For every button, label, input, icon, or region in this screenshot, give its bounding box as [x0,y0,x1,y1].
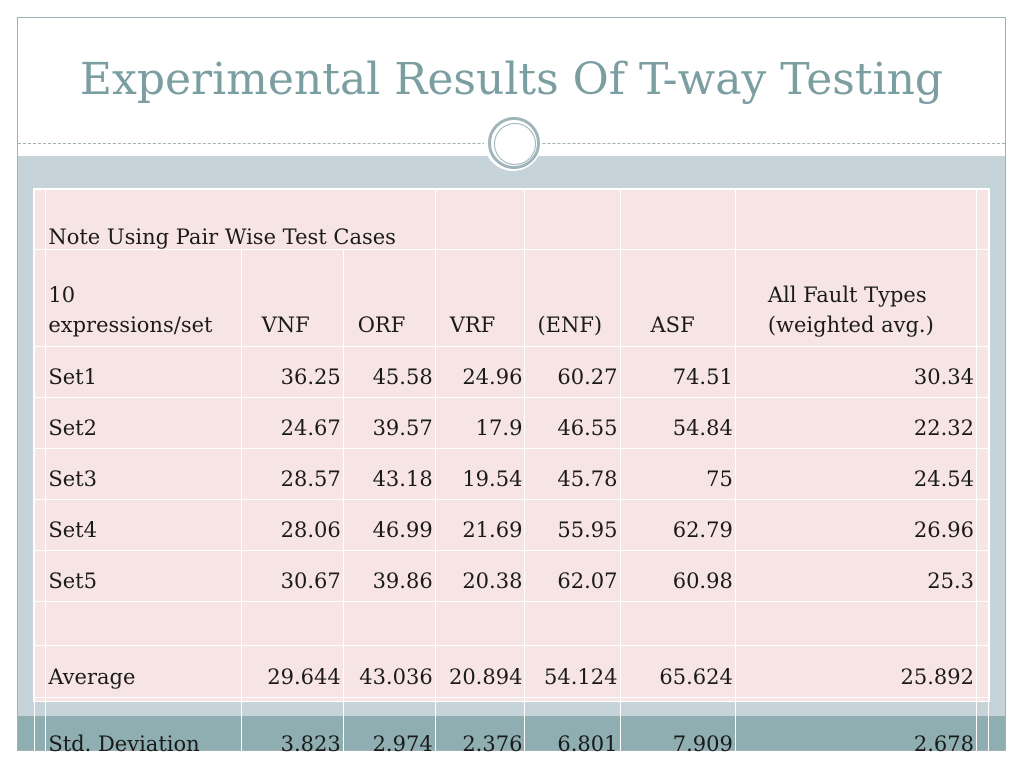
header-asf: ASF [619,249,736,347]
cell-vnf: 30.67 [240,550,344,602]
header-row-label-line1: 10 [48,283,76,307]
results-table: Note Using Pair Wise Test Cases 10 expre… [33,189,990,761]
row-label: Set2 [45,397,242,449]
cell-vrf: 21.69 [434,499,526,551]
row-label: Set4 [45,499,242,551]
average-vnf: 29.644 [240,645,344,698]
cell-enf: 60.27 [524,346,621,398]
row-label: Set5 [45,550,242,602]
results-table-container: Note Using Pair Wise Test Cases 10 expre… [33,188,990,761]
header-row-label-line2: expressions/set [48,313,213,337]
cell-orf: 46.99 [342,499,436,551]
std-vnf: 3.823 [240,697,344,761]
table-row: Set1 36.25 45.58 24.96 60.27 74.51 30.34 [33,346,990,398]
average-orf: 43.036 [342,645,436,698]
average-vrf: 20.894 [434,645,526,698]
cell-vnf: 28.06 [240,499,344,551]
average-asf: 65.624 [619,645,736,698]
cell-enf: 45.78 [524,448,621,500]
cell-all: 30.34 [734,346,977,398]
cell-vrf: 24.96 [434,346,526,398]
header-all: All Fault Types (weighted avg.) [734,249,977,347]
cell-vnf: 24.67 [240,397,344,449]
cell-vrf: 17.9 [434,397,526,449]
std-orf: 2.974 [342,697,436,761]
table-row: Set3 28.57 43.18 19.54 45.78 75 24.54 [33,448,990,500]
cell-all: 26.96 [734,499,977,551]
table-row: Set2 24.67 39.57 17.9 46.55 54.84 22.32 [33,397,990,449]
std-asf: 7.909 [619,697,736,761]
cell-vnf: 28.57 [240,448,344,500]
cell-enf: 46.55 [524,397,621,449]
std-label: Std. Deviation [45,697,242,761]
table-row: Set5 30.67 39.86 20.38 62.07 60.98 25.3 [33,550,990,602]
average-label: Average [45,645,242,698]
circle-ornament-center [494,123,536,165]
cell-asf: 54.84 [619,397,736,449]
cell-enf: 55.95 [524,499,621,551]
cell-orf: 39.57 [342,397,436,449]
cell-vrf: 20.38 [434,550,526,602]
cell-asf: 75 [619,448,736,500]
note-cell: Note Using Pair Wise Test Cases [45,189,436,250]
circle-ornament-ring [488,117,540,169]
std-enf: 6.801 [524,697,621,761]
blank-row [33,601,990,646]
std-vrf: 2.376 [434,697,526,761]
cell-asf: 60.98 [619,550,736,602]
header-orf: ORF [342,249,436,347]
cell-all: 22.32 [734,397,977,449]
cell-vrf: 19.54 [434,448,526,500]
average-all: 25.892 [734,645,977,698]
table-row: Set4 28.06 46.99 21.69 55.95 62.79 26.96 [33,499,990,551]
header-row-label: 10 expressions/set [45,249,242,347]
row-label: Set1 [45,346,242,398]
cell-orf: 45.58 [342,346,436,398]
header-vnf: VNF [240,249,344,347]
average-row: Average 29.644 43.036 20.894 54.124 65.6… [33,645,990,698]
cell-all: 25.3 [734,550,977,602]
header-all-line1: All Fault Types [767,283,927,307]
cell-asf: 62.79 [619,499,736,551]
average-enf: 54.124 [524,645,621,698]
row-label: Set3 [45,448,242,500]
header-row: 10 expressions/set VNF ORF VRF (ENF) ASF… [33,249,990,347]
cell-asf: 74.51 [619,346,736,398]
std-deviation-row: Std. Deviation 3.823 2.974 2.376 6.801 7… [33,697,990,761]
note-row: Note Using Pair Wise Test Cases [33,189,990,250]
slide-title: Experimental Results Of T-way Testing [79,54,944,105]
cell-all: 24.54 [734,448,977,500]
std-all: 2.678 [734,697,977,761]
slide: Experimental Results Of T-way Testing No… [17,17,1006,761]
header-enf: (ENF) [524,249,621,347]
cell-vnf: 36.25 [240,346,344,398]
cell-orf: 43.18 [342,448,436,500]
header-vrf: VRF [434,249,526,347]
cell-orf: 39.86 [342,550,436,602]
cell-enf: 62.07 [524,550,621,602]
header-all-line2: (weighted avg.) [767,313,934,337]
